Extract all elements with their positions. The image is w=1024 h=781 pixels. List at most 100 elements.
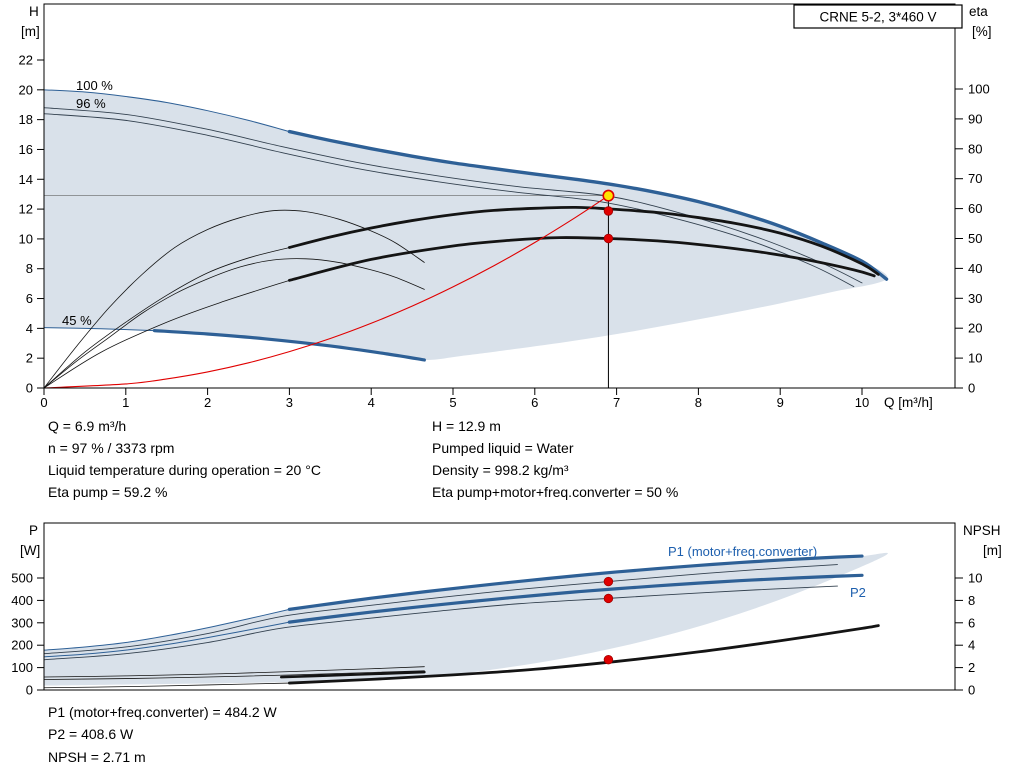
y-right-tick-label: 10 — [968, 571, 982, 586]
y-left-tick-label: 16 — [19, 142, 33, 157]
speed-96-label: 96 % — [76, 96, 106, 111]
system-affinity-curve — [43, 195, 609, 389]
p1-curve — [287, 554, 864, 611]
p2-curve-97 — [43, 585, 838, 661]
speed-45-label: 45 % — [62, 313, 92, 328]
y-left-tick-label: 0 — [26, 683, 33, 698]
y-right-tick-label: 90 — [968, 111, 982, 126]
duty-point-marker — [602, 189, 615, 202]
speed-curve-45 — [152, 329, 426, 362]
result-p1-text: P1 (motor+freq.converter) = 484.2 W — [48, 704, 278, 720]
q-axis-title: Q [m³/h] — [884, 395, 933, 410]
eta-pump-curve-thin — [43, 247, 290, 389]
plot-frame — [43, 3, 956, 389]
p1-curve-thin — [43, 608, 290, 651]
y-right-tick-label: 70 — [968, 171, 982, 186]
y-right-tick-label: 20 — [968, 321, 982, 336]
plot-frame — [43, 522, 956, 691]
duty-eta-total-text: Eta pump+motor+freq.converter = 50 % — [432, 484, 678, 500]
eta-total-curve-thin — [43, 279, 290, 389]
y-left-tick-label: 18 — [19, 112, 33, 127]
p2-curve — [287, 573, 864, 624]
p1-curve-97 — [43, 564, 838, 655]
y-right-tick-label: 0 — [968, 683, 975, 698]
y-left-tick-label: 0 — [26, 381, 33, 396]
value-dot-marker — [603, 576, 614, 587]
speed-curve-45-thin — [43, 327, 155, 332]
y-right-tick-label: 8 — [968, 593, 975, 608]
y-right-tick-label: 6 — [968, 615, 975, 630]
speed-curve-100 — [287, 129, 889, 281]
x-tick-label: 3 — [286, 395, 293, 410]
duty-liquid-text: Pumped liquid = Water — [432, 440, 574, 456]
y-left-tick-label: 6 — [26, 291, 33, 306]
y-left-tick-label: 4 — [26, 321, 33, 336]
operating-range-region — [44, 552, 888, 686]
power-npsh-chart-group: 0 100 200 300 400 500 0 2 4 6 8 10 — [11, 522, 982, 698]
y-right-tick-label: 50 — [968, 231, 982, 246]
x-tick-label: 2 — [204, 395, 211, 410]
value-dot-marker — [603, 233, 614, 244]
x-tick-label: 1 — [122, 395, 129, 410]
y-left-tick-label: 20 — [19, 82, 33, 97]
h-q-chart-group: 0246810121416182022010203040506070809010… — [19, 3, 990, 410]
y-right-tick-label: 10 — [968, 351, 982, 366]
p1-curve-45 — [43, 666, 425, 678]
speed-curve-100-thin — [43, 89, 290, 133]
y-right-tick-label: 40 — [968, 261, 982, 276]
value-dot-marker — [603, 654, 614, 665]
eta-pump-curve — [288, 205, 880, 276]
npsh-curve-thin — [43, 682, 290, 689]
x-tick-label: 10 — [855, 395, 869, 410]
x-tick-label: 5 — [449, 395, 456, 410]
duty-n-text: n = 97 % / 3373 rpm — [48, 440, 174, 456]
y-left-tick-label: 14 — [19, 172, 33, 187]
y-right-tick-label: 100 — [968, 82, 990, 97]
p2-curve-label: P2 — [850, 585, 866, 600]
x-tick-label: 0 — [40, 395, 47, 410]
eta-pump-curve-45 — [43, 209, 425, 389]
npsh-axis-unit: [m] — [983, 543, 1002, 558]
duty-q-text: Q = 6.9 m³/h — [48, 418, 126, 434]
p-axis-unit: [W] — [20, 543, 40, 558]
speed-100-label: 100 % — [76, 78, 113, 93]
y-left-tick-label: 22 — [19, 53, 33, 68]
eta-total-curve — [288, 236, 876, 282]
h-axis-unit: [m] — [21, 24, 40, 39]
eta-axis-title: eta — [969, 4, 988, 19]
y-left-tick-label: 500 — [11, 571, 33, 586]
y-left-tick-label: 10 — [19, 231, 33, 246]
result-p2-text: P2 = 408.6 W — [48, 726, 134, 742]
duty-eta-pump-text: Eta pump = 59.2 % — [48, 484, 167, 500]
x-tick-label: 4 — [368, 395, 375, 410]
h-axis-title: H — [29, 4, 39, 19]
y-right-tick-label: 30 — [968, 291, 982, 306]
y-right-tick-label: 0 — [968, 381, 975, 396]
y-left-tick-label: 2 — [26, 351, 33, 366]
operating-range-region — [44, 89, 888, 360]
y-left-tick-label: 400 — [11, 593, 33, 608]
pump-type-box — [793, 4, 963, 29]
y-left-tick-label: 300 — [11, 615, 33, 630]
x-tick-label: 6 — [531, 395, 538, 410]
y-left-tick-label: 100 — [11, 660, 33, 675]
value-dot-marker — [603, 206, 614, 216]
p2-curve-45 — [43, 670, 425, 680]
p-axis-title: P — [29, 523, 38, 538]
y-right-tick-label: 4 — [968, 638, 975, 653]
result-npsh-text: NPSH = 2.71 m — [48, 749, 146, 765]
npsh-curve — [288, 624, 880, 685]
p2-curve-thin — [43, 621, 290, 658]
speed-curve-97 — [43, 107, 863, 284]
duty-temperature-text: Liquid temperature during operation = 20… — [48, 462, 321, 478]
value-dot-marker — [603, 593, 614, 604]
y-left-tick-label: 200 — [11, 638, 33, 653]
eta-total-curve-45 — [43, 258, 425, 389]
npsh-axis-title: NPSH — [963, 523, 1001, 538]
y-left-tick-label: 12 — [19, 202, 33, 217]
x-tick-label: 8 — [695, 395, 702, 410]
x-tick-label: 9 — [777, 395, 784, 410]
y-right-tick-label: 60 — [968, 201, 982, 216]
